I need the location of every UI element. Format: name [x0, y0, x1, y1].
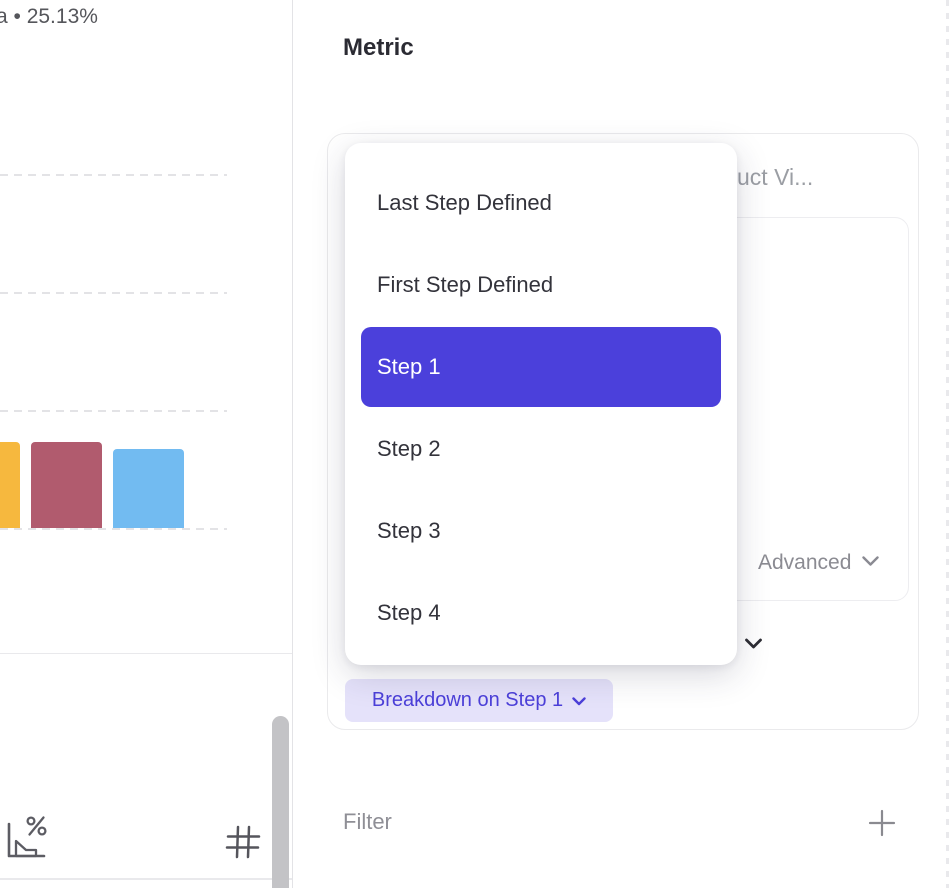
chart-gridline	[0, 292, 227, 294]
dropdown-option-label: Step 1	[361, 327, 721, 407]
chart-gridline	[0, 174, 227, 176]
funnel-bar[interactable]	[113, 449, 184, 528]
chart-panel: a • 25.13%	[0, 0, 293, 888]
dropdown-option-label: Step 4	[377, 600, 441, 625]
dropdown-option-label: Last Step Defined	[377, 190, 552, 215]
dropdown-option-step-2[interactable]: Step 2	[345, 408, 737, 490]
dropdown-option-label: Step 2	[377, 436, 441, 461]
bottom-border	[0, 878, 292, 880]
chevron-down-icon	[572, 689, 586, 712]
dropdown-option-step-4[interactable]: Step 4	[345, 572, 737, 654]
scrollbar-thumb[interactable]	[272, 716, 289, 888]
event-name-truncated[interactable]: uct Vi...	[737, 164, 814, 190]
breakdown-chip-label: Breakdown on Step 1	[371, 689, 564, 711]
dropdown-option-label: First Step Defined	[377, 272, 554, 297]
breakdown-chip[interactable]: Breakdown on Step 1	[345, 679, 613, 722]
funnel-bar[interactable]	[31, 442, 102, 528]
dropdown-option-label: Step 3	[377, 518, 441, 543]
chart-gridline	[0, 410, 227, 412]
dropdown-option-last-step-defined[interactable]: Last Step Defined	[345, 162, 737, 244]
advanced-toggle[interactable]: Advanced	[758, 551, 880, 575]
dropdown-option-step-3[interactable]: Step 3	[345, 490, 737, 572]
section-title-metric: Metric	[343, 34, 414, 61]
dropdown-option-step-1[interactable]: Step 1	[345, 326, 737, 408]
plus-icon[interactable]	[868, 809, 896, 837]
panel-edge	[946, 0, 949, 888]
panel-divider	[0, 653, 292, 654]
dropdown-option-first-step-defined[interactable]: First Step Defined	[345, 244, 737, 326]
chevron-down-icon	[862, 554, 880, 572]
legend-label: a • 25.13%	[0, 5, 98, 28]
step-select-dropdown: Last Step Defined First Step Defined Step …	[345, 143, 737, 665]
chart-gridline	[0, 528, 227, 530]
advanced-label: Advanced	[758, 551, 852, 574]
hash-icon[interactable]	[225, 825, 261, 859]
percent-chart-icon[interactable]	[5, 813, 47, 861]
funnel-bar[interactable]	[0, 442, 20, 528]
filter-section-label: Filter	[343, 809, 392, 834]
chevron-down-icon[interactable]	[745, 637, 762, 655]
